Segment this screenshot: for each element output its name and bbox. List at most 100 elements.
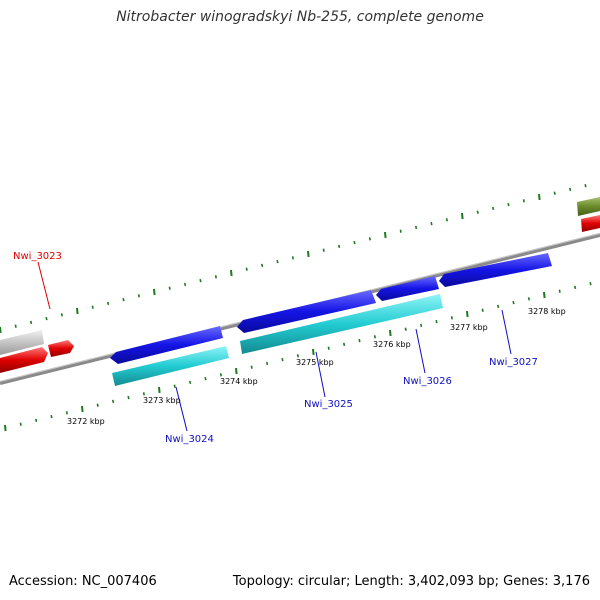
upper-tick: [261, 263, 264, 268]
accession-label: Accession: NC_007406: [9, 574, 157, 589]
upper-tick: [368, 237, 371, 241]
gene-left-gray[interactable]: [0, 330, 44, 355]
lower-tick: [512, 300, 515, 305]
upper-tick: [153, 288, 156, 296]
lower-tick: [343, 342, 346, 347]
lower-tick: [435, 319, 438, 324]
gene-forward-nwi-3025[interactable]: [237, 290, 376, 333]
lower-tick: [81, 405, 84, 413]
lower-tick: [4, 424, 7, 432]
upper-tick: [553, 191, 556, 195]
upper-tick: [492, 206, 495, 211]
lower-tick: [466, 310, 469, 318]
gene-label-nwi-3023[interactable]: Nwi_3023: [13, 251, 62, 262]
upper-tick: [538, 193, 541, 201]
upper-tick: [184, 282, 187, 287]
upper-tick: [107, 301, 110, 306]
upper-tick: [522, 199, 525, 203]
lower-tick: [420, 323, 423, 328]
upper-tick: [415, 225, 418, 230]
lower-tick: [497, 304, 500, 309]
lower-tick: [112, 399, 115, 404]
upper-tick: [291, 256, 294, 260]
upper-tick: [214, 275, 217, 279]
lower-tick: [358, 338, 361, 343]
lower-tick: [327, 346, 330, 350]
gene-label-nwi-3025[interactable]: Nwi_3025: [304, 399, 353, 410]
map-title: Nitrobacter winogradskyi Nb-255, complet…: [116, 9, 484, 25]
gene-reverse-1[interactable]: [112, 346, 229, 386]
upper-tick: [507, 202, 510, 207]
lower-tick: [250, 365, 253, 369]
gene-label-nwi-3026[interactable]: Nwi_3026: [403, 376, 452, 387]
upper-tick: [338, 244, 341, 249]
upper-tick: [137, 294, 140, 298]
upper-tick: [445, 218, 448, 222]
upper-tick: [91, 305, 94, 309]
lower-tick: [373, 335, 376, 339]
leader-nwi-3026: [415, 328, 426, 374]
lower-tick: [96, 403, 99, 407]
lower-tick: [19, 422, 22, 426]
lower-tick: [574, 285, 577, 290]
gene-label-nwi-3024[interactable]: Nwi_3024: [165, 434, 214, 445]
upper-tick: [430, 221, 433, 226]
lower-tick: [589, 282, 592, 286]
upper-tick: [45, 316, 48, 321]
gene-right-olive[interactable]: [577, 197, 600, 216]
upper-tick: [276, 259, 279, 264]
lower-tick: [296, 354, 299, 358]
lower-tick: [281, 357, 284, 362]
lower-tick: [219, 373, 222, 377]
tick-label-3273: 3273 kbp: [143, 396, 181, 405]
lower-tick: [189, 380, 192, 385]
tick-label-3275: 3275 kbp: [296, 358, 334, 367]
lower-tick: [65, 411, 68, 415]
leader-nwi-3024: [175, 386, 188, 432]
upper-tick: [245, 267, 248, 271]
lower-tick: [235, 367, 238, 375]
upper-tick: [584, 184, 587, 188]
lower-tick: [158, 386, 161, 394]
lower-tick: [173, 384, 176, 388]
gene-forward-nwi-3027[interactable]: [439, 253, 552, 287]
gene-left-red[interactable]: [0, 347, 48, 373]
upper-tick: [230, 269, 233, 277]
leader-nwi-3023: [37, 261, 51, 310]
leader-nwi-3025: [315, 351, 326, 398]
tick-label-3277: 3277 kbp: [450, 323, 488, 332]
lower-tick: [204, 376, 207, 381]
upper-tick: [0, 326, 2, 334]
gene-reverse-2[interactable]: [240, 294, 443, 354]
lower-tick: [266, 361, 269, 366]
upper-tick: [14, 324, 17, 328]
tick-row-lower: [4, 282, 592, 432]
lower-tick: [404, 327, 407, 331]
upper-tick: [322, 248, 325, 252]
lower-tick: [450, 316, 453, 320]
upper-tick: [399, 229, 402, 233]
lower-tick: [142, 392, 145, 396]
upper-tick: [476, 210, 479, 214]
gene-label-nwi-3027[interactable]: Nwi_3027: [489, 357, 538, 368]
upper-tick: [384, 231, 387, 239]
lower-tick: [35, 418, 38, 423]
upper-tick: [199, 278, 202, 283]
upper-tick: [168, 286, 171, 290]
gene-nwi-3023[interactable]: [48, 340, 74, 357]
lower-tick: [558, 289, 561, 293]
tick-label-3276: 3276 kbp: [373, 340, 411, 349]
upper-tick: [60, 313, 63, 317]
gene-forward-nwi-3026[interactable]: [376, 276, 439, 301]
lower-tick: [481, 308, 484, 312]
tick-label-3272: 3272 kbp: [67, 417, 105, 426]
gene-forward-nwi-3024[interactable]: [110, 326, 223, 364]
lower-tick: [527, 297, 530, 301]
upper-tick: [353, 240, 356, 245]
tick-label-3274: 3274 kbp: [220, 377, 258, 386]
lower-tick: [543, 291, 546, 299]
upper-tick: [569, 187, 572, 192]
gene-right-red[interactable]: [581, 215, 600, 232]
tick-row-upper: [0, 184, 587, 334]
